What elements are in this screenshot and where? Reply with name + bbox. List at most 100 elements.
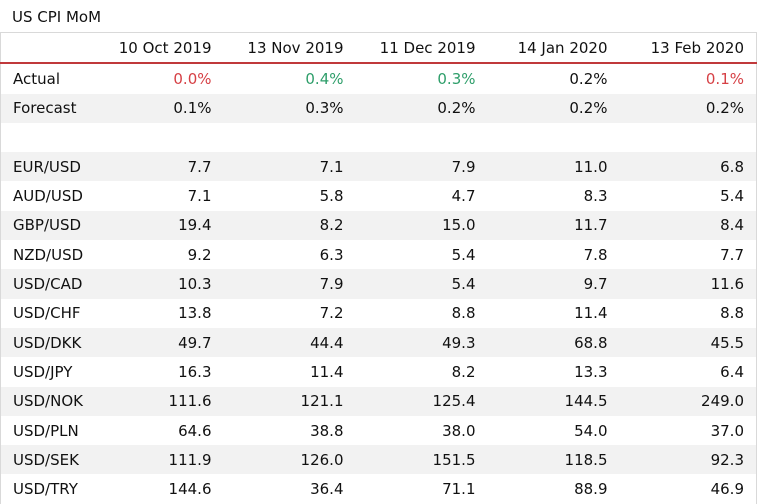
pair-value: 37.0 [710, 421, 744, 440]
indicator-value: 0.1% [95, 93, 224, 123]
pair-value: 11.4 [310, 362, 344, 381]
pair-value: 8.3 [583, 187, 608, 206]
pair-value: 118.5 [487, 445, 620, 475]
currency-pair-row: USD/CAD 10.3 7.9 5.4 9.7 11.6 [0, 269, 757, 299]
pair-value: 38.8 [310, 421, 344, 440]
empty-cell [1, 123, 96, 152]
pair-value: 16.3 [178, 362, 212, 381]
table-title: US CPI MoM [12, 8, 102, 26]
pair-value: 88.9 [574, 480, 608, 499]
empty-cell [96, 123, 224, 152]
pair-value: 11.6 [619, 269, 757, 299]
pair-value: 13.3 [574, 362, 608, 381]
pair-value: 38.0 [442, 421, 476, 440]
pair-value: 68.8 [487, 327, 620, 358]
currency-pair-label: USD/CHF [13, 304, 81, 323]
indicator-value: 0.4% [305, 69, 344, 88]
indicator-value: 0.3% [437, 69, 476, 88]
pair-value: 5.4 [355, 269, 488, 299]
pair-value: 6.8 [619, 152, 757, 182]
pair-value: 8.2 [223, 210, 356, 241]
indicator-value: 0.0% [173, 69, 212, 88]
currency-pair-row: GBP/USD 19.4 8.2 15.0 11.7 8.4 [0, 210, 757, 241]
pair-value: 64.6 [178, 421, 212, 440]
pair-value: 19.4 [95, 210, 224, 241]
currency-pair-row: USD/TRY 144.6 36.4 71.1 88.9 46.9 [1, 474, 757, 503]
pair-value: 49.7 [95, 327, 224, 358]
pair-value: 5.8 [319, 187, 344, 206]
pair-value: 7.2 [319, 304, 344, 323]
indicator-label: Forecast [0, 93, 96, 123]
empty-cell [356, 123, 488, 152]
indicator-row: Actual 0.0% 0.4% 0.3% 0.2% 0.1% [1, 63, 757, 93]
pair-value: 5.4 [451, 245, 476, 264]
currency-pair-label: USD/PLN [13, 421, 79, 440]
pair-value: 7.8 [583, 245, 608, 264]
currency-pair-label: USD/CAD [0, 269, 96, 299]
pair-value: 144.5 [487, 386, 620, 416]
indicator-value: 0.3% [223, 93, 356, 123]
currency-pair-label: USD/TRY [13, 480, 78, 499]
indicator-value: 0.2% [487, 93, 620, 123]
pair-value: 7.1 [187, 187, 212, 206]
header-date: 14 Jan 2020 [487, 32, 620, 65]
spacer-row [1, 123, 757, 152]
pair-value: 5.4 [720, 187, 744, 206]
header-blank-cell [0, 32, 96, 65]
header-date: 13 Nov 2019 [223, 32, 356, 65]
pair-value: 125.4 [355, 386, 488, 416]
cpi-table: 10 Oct 2019 13 Nov 2019 11 Dec 2019 14 J… [0, 32, 757, 504]
currency-pair-row: AUD/USD 7.1 5.8 4.7 8.3 5.4 [1, 181, 757, 210]
currency-pair-label: EUR/USD [0, 152, 96, 182]
pair-value: 36.4 [310, 480, 344, 499]
currency-pair-label: NZD/USD [13, 245, 84, 264]
pair-value: 144.6 [168, 480, 212, 499]
pair-value: 9.7 [487, 269, 620, 299]
indicator-value: 0.2% [569, 69, 608, 88]
currency-pair-label: GBP/USD [0, 210, 96, 241]
pair-value: 7.9 [223, 269, 356, 299]
currency-pair-label: USD/SEK [0, 445, 96, 475]
pair-value: 111.6 [95, 386, 224, 416]
empty-cell [224, 123, 356, 152]
header-date: 13 Feb 2020 [619, 32, 757, 65]
indicator-value: 0.2% [355, 93, 488, 123]
pair-value: 13.8 [178, 304, 212, 323]
pair-value: 8.8 [451, 304, 476, 323]
currency-pair-row: USD/JPY 16.3 11.4 8.2 13.3 6.4 [1, 357, 757, 386]
currency-pair-row: USD/PLN 64.6 38.8 38.0 54.0 37.0 [1, 416, 757, 445]
empty-cell [620, 123, 757, 152]
indicator-value: 0.2% [619, 93, 757, 123]
pair-value: 126.0 [223, 445, 356, 475]
pair-value: 8.4 [619, 210, 757, 241]
pair-value: 49.3 [355, 327, 488, 358]
table-body: Actual 0.0% 0.4% 0.3% 0.2% 0.1% Forecast 0.1% 0.… [0, 63, 757, 503]
pair-value: 6.3 [319, 245, 344, 264]
pair-value: 249.0 [619, 386, 757, 416]
currency-pair-label: USD/JPY [13, 362, 73, 381]
currency-pair-row: NZD/USD 9.2 6.3 5.4 7.8 7.7 [1, 240, 757, 269]
currency-pair-row: USD/CHF 13.8 7.2 8.8 11.4 8.8 [1, 299, 757, 328]
pair-value: 11.4 [574, 304, 608, 323]
pair-value: 7.1 [223, 152, 356, 182]
indicator-value: 0.1% [705, 69, 744, 88]
empty-cell [488, 123, 620, 152]
currency-pair-row: EUR/USD 7.7 7.1 7.9 11.0 6.8 [0, 152, 757, 182]
pair-value: 111.9 [95, 445, 224, 475]
currency-pair-row: USD/NOK 111.6 121.1 125.4 144.5 249.0 [0, 386, 757, 416]
currency-pair-row: USD/SEK 111.9 126.0 151.5 118.5 92.3 [0, 445, 757, 475]
header-date: 11 Dec 2019 [355, 32, 488, 65]
pair-value: 71.1 [442, 480, 476, 499]
pair-value: 7.7 [720, 245, 744, 264]
pair-value: 7.9 [355, 152, 488, 182]
indicator-row: Forecast 0.1% 0.3% 0.2% 0.2% 0.2% [0, 93, 757, 123]
pair-value: 8.8 [720, 304, 744, 323]
pair-value: 44.4 [223, 327, 356, 358]
pair-value: 9.2 [187, 245, 212, 264]
indicator-label: Actual [13, 69, 60, 88]
pair-value: 7.7 [95, 152, 224, 182]
pair-value: 92.3 [619, 445, 757, 475]
pair-value: 10.3 [95, 269, 224, 299]
pair-value: 54.0 [574, 421, 608, 440]
pair-value: 121.1 [223, 386, 356, 416]
